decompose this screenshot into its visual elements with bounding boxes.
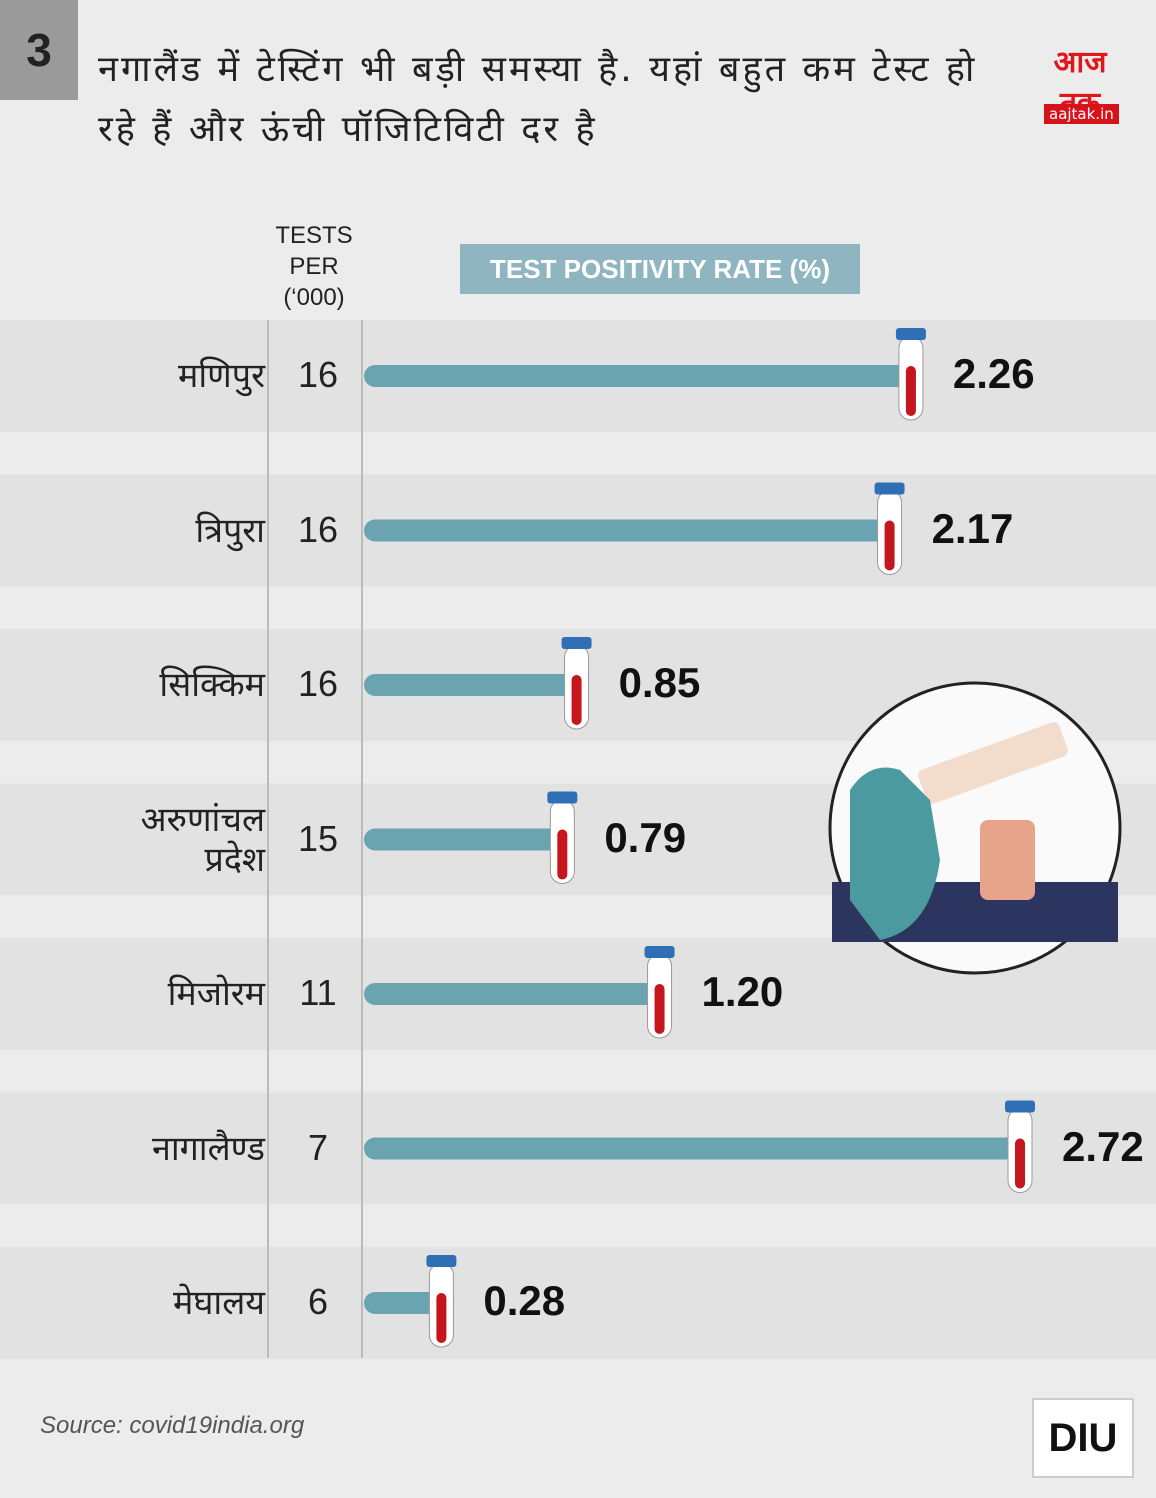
value-label: 2.72	[1062, 1122, 1144, 1170]
category-label: नागालैण्ड	[151, 1128, 265, 1169]
tube-blood	[571, 675, 582, 725]
category-label: अरुणांचल प्रदेश	[140, 799, 265, 880]
tube-blood	[884, 520, 895, 571]
tube-blood	[654, 984, 665, 1034]
tube-cap	[874, 482, 905, 495]
tube-cap	[1005, 1100, 1035, 1113]
value-header: TEST POSITIVITY RATE (%)	[460, 244, 860, 294]
value-label: 0.28	[483, 1277, 566, 1324]
source: Source: covid19india.org	[40, 1412, 305, 1439]
value-label: 1.20	[701, 968, 784, 1015]
category-label: त्रिपुरा	[195, 510, 265, 551]
row-band	[0, 1247, 1156, 1359]
tests-value: 16	[297, 663, 339, 704]
tube-cap	[644, 946, 675, 958]
tests-header: TESTS PER (‘000)	[275, 222, 353, 311]
value-label: 2.26	[952, 350, 1035, 397]
badge: 3	[0, 0, 78, 100]
tests-value: 15	[297, 817, 339, 859]
category-label: मेघालय	[172, 1283, 265, 1323]
value-label: 0.85	[618, 659, 701, 706]
tests-value: 6	[307, 1281, 329, 1322]
tube-cap	[561, 637, 592, 649]
tests-value: 11	[299, 972, 337, 1013]
tests-value: 16	[297, 354, 339, 395]
tests-value: 7	[307, 1126, 329, 1168]
footer-logo: DIU	[1032, 1398, 1134, 1478]
illustration	[850, 767, 940, 940]
illustration	[980, 820, 1035, 900]
value-label: 0.79	[604, 813, 687, 861]
category-label: मणिपुर	[178, 356, 265, 396]
chart-title: नगालैंड में टेस्टिंग भी बड़ी समस्या है. …	[98, 49, 978, 150]
value-label: 2.17	[931, 504, 1014, 552]
tube-blood	[557, 829, 568, 880]
tests-value: 16	[297, 508, 339, 550]
logo-site: aajtak.in	[1044, 104, 1119, 124]
tube-cap	[426, 1255, 457, 1267]
tube-cap	[547, 791, 578, 804]
category-label: सिक्किम	[159, 665, 265, 705]
tube-blood	[905, 366, 916, 416]
category-label: मिजोरम	[167, 974, 265, 1014]
tube-blood	[1015, 1138, 1025, 1189]
tube-blood	[436, 1293, 447, 1343]
illustration	[918, 722, 1068, 804]
tube-cap	[895, 328, 926, 340]
